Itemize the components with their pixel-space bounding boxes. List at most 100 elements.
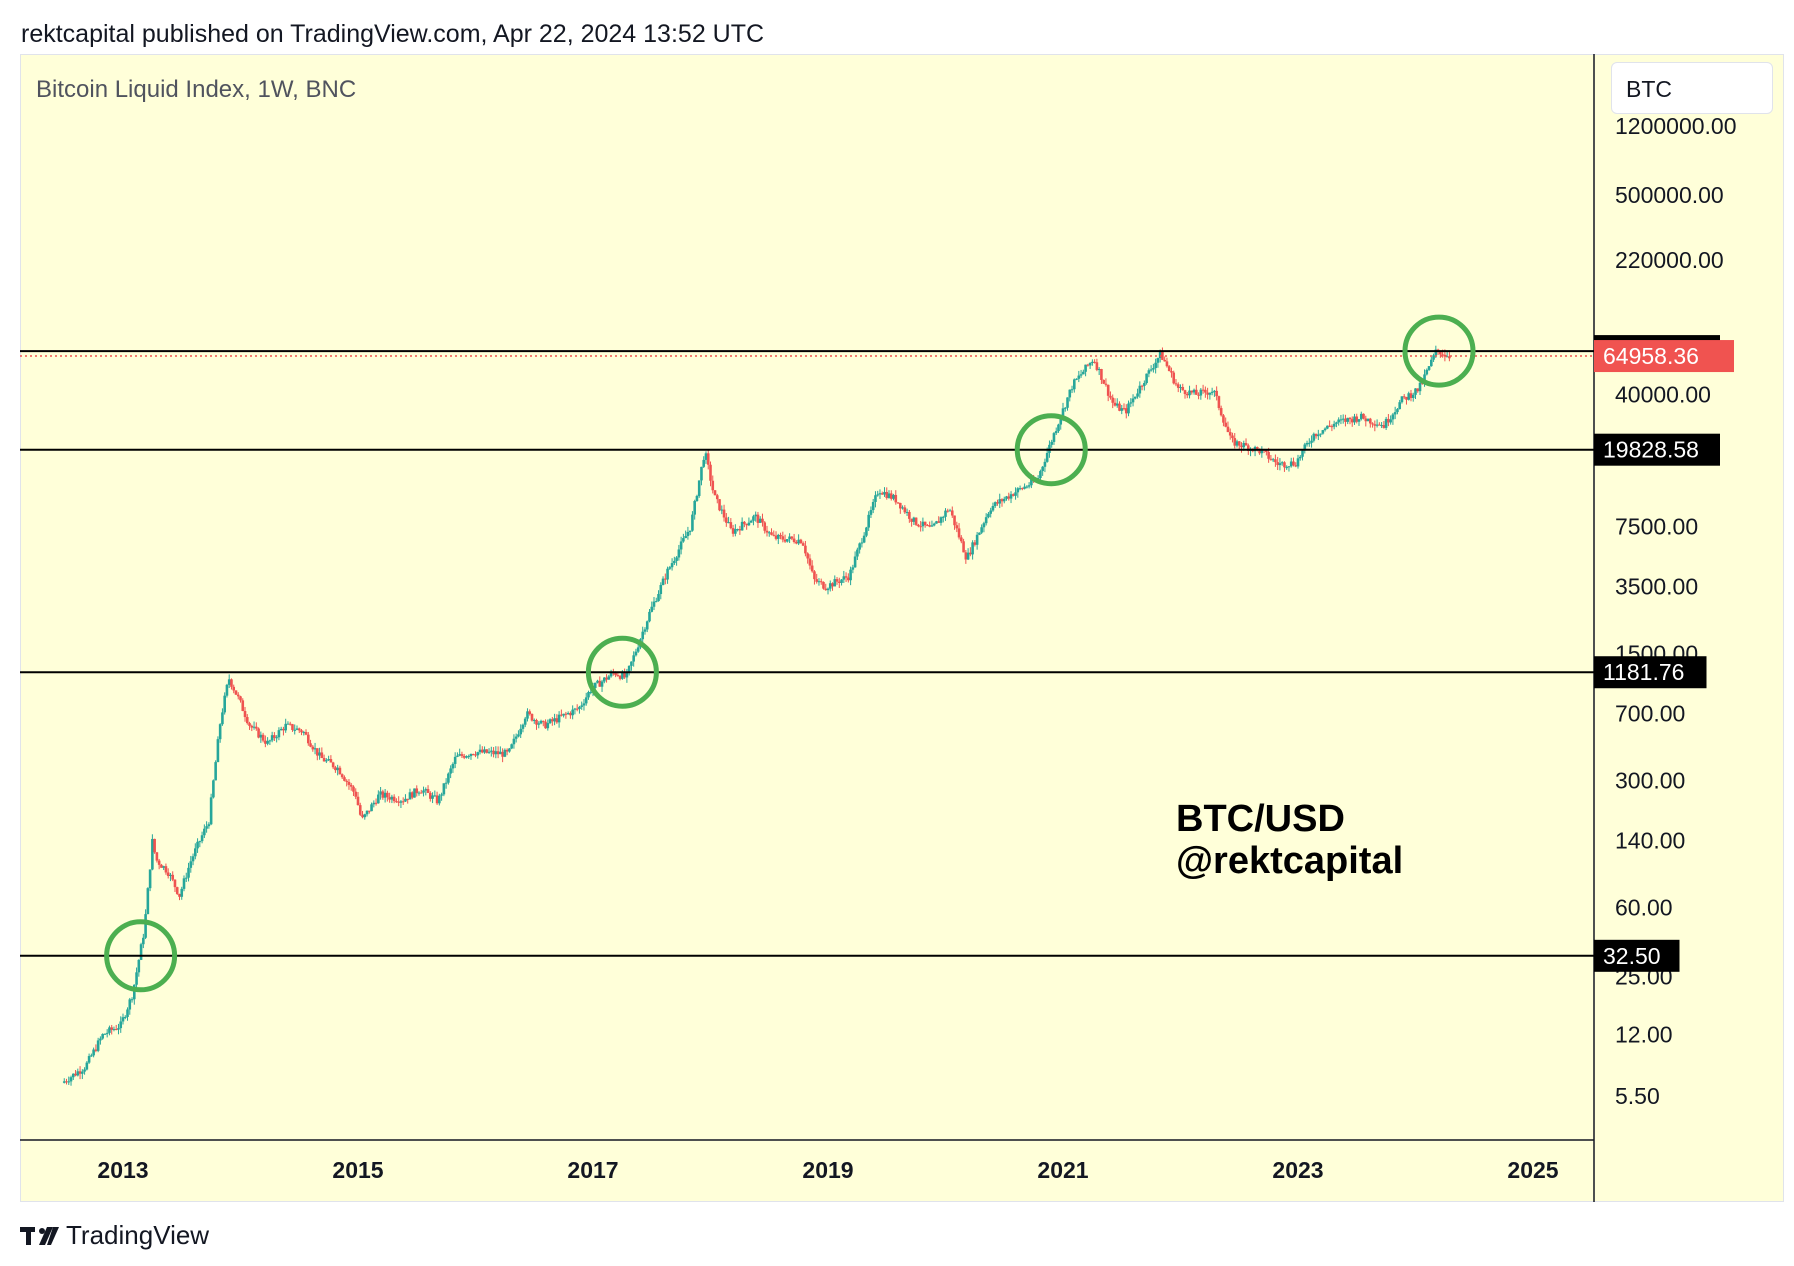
candle-down [756, 511, 760, 528]
candle-down [969, 547, 972, 557]
candle-down [496, 746, 500, 759]
candle-down [885, 487, 889, 500]
candle-down [94, 1044, 98, 1053]
candle-up [1009, 491, 1013, 504]
candle-up [971, 540, 974, 560]
candle-down [114, 1024, 118, 1031]
candle-down [713, 490, 717, 496]
candle-up [980, 524, 983, 535]
level-label: 32.50 [1603, 943, 1661, 969]
candle-down [505, 748, 509, 756]
candle-up [1072, 378, 1076, 393]
candle-up [205, 821, 208, 833]
candle-down [1371, 422, 1374, 428]
candle-down [257, 727, 260, 739]
candle-down [1140, 384, 1144, 391]
candle-up [1307, 438, 1311, 447]
candle-down [264, 735, 267, 748]
candle-up [1027, 482, 1031, 489]
candle-up [912, 516, 916, 526]
candle-up [975, 531, 979, 550]
candle-down [367, 810, 371, 814]
candle-up [469, 753, 473, 760]
x-tick-label: 2025 [1507, 1157, 1558, 1183]
candle-down [973, 540, 977, 547]
candle-up [1082, 369, 1085, 375]
candle-down [709, 461, 712, 487]
candle-up [966, 548, 970, 561]
candle-down [1269, 455, 1273, 461]
candle-down [844, 572, 848, 582]
candle-up [71, 1073, 75, 1080]
candle-up [142, 933, 145, 949]
candle-up [1018, 485, 1022, 491]
candle-up [578, 705, 581, 714]
candle-up [1199, 388, 1203, 400]
candle-up [641, 626, 645, 645]
candle-up [734, 524, 737, 537]
candle-down [1233, 433, 1237, 449]
candle-up [892, 493, 895, 501]
candle-up [921, 517, 925, 532]
candle-down [178, 893, 181, 901]
candle-down [880, 491, 884, 495]
candle-down [356, 791, 360, 806]
candle-up [1054, 427, 1058, 436]
candle-down [1007, 492, 1011, 501]
candle-down [435, 791, 439, 805]
candle-up [580, 701, 584, 710]
ticker-box[interactable]: BTC [1611, 62, 1773, 114]
candle-up [675, 556, 678, 566]
candle-up [1152, 363, 1155, 373]
candle-down [790, 536, 794, 541]
y-tick-label: 60.00 [1615, 894, 1673, 920]
candle-up [146, 887, 150, 915]
candle-up [1235, 439, 1239, 448]
candle-up [607, 674, 611, 680]
candle-down [731, 524, 735, 537]
candles [62, 345, 1451, 1086]
candle-up [1070, 385, 1074, 394]
candle-up [90, 1053, 93, 1057]
candle-down [462, 753, 466, 760]
candle-up [327, 755, 330, 761]
candle-up [1192, 388, 1196, 395]
candle-up [1016, 487, 1020, 498]
candle-up [1303, 442, 1307, 454]
candle-down [1314, 433, 1318, 439]
candle-down [569, 711, 572, 719]
candle-down [419, 789, 423, 794]
candle-up [519, 724, 522, 739]
y-tick-label: 140.00 [1615, 828, 1685, 854]
candle-up [860, 538, 864, 548]
candle-down [1163, 356, 1166, 362]
candle-down [792, 533, 796, 544]
candle-up [849, 566, 852, 586]
y-tick-label: 3500.00 [1615, 574, 1698, 600]
candle-down [1122, 403, 1126, 411]
candle-up [270, 731, 274, 743]
candle-down [950, 506, 954, 518]
y-tick-label: 700.00 [1615, 701, 1685, 727]
candle-up [1432, 353, 1435, 362]
candle-up [670, 558, 674, 571]
symbol-title: Bitcoin Liquid Index, 1W, BNC [36, 76, 357, 103]
candle-up [413, 788, 416, 798]
candle-up [442, 783, 446, 797]
candle-up [259, 731, 263, 743]
candle-down [1274, 454, 1277, 467]
candle-down [1283, 461, 1286, 472]
candle-down [1237, 440, 1241, 450]
candle-up [1298, 454, 1302, 461]
candle-up [1391, 412, 1395, 425]
candle-up [1280, 461, 1284, 466]
candle-up [526, 708, 529, 722]
y-tick-label: 300.00 [1615, 767, 1685, 793]
candle-up [682, 533, 685, 543]
candle-down [1226, 421, 1230, 433]
candle-down [1167, 365, 1171, 372]
chart-frame [20, 54, 1784, 1202]
candle-up [1271, 457, 1275, 463]
candle-up [650, 601, 654, 613]
